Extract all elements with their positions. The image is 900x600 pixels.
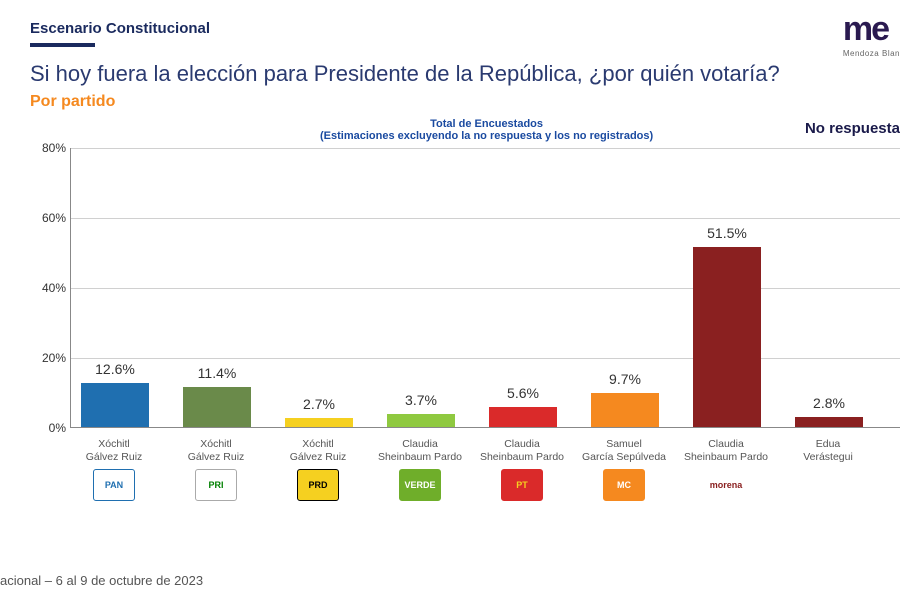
grid-line: [71, 218, 900, 219]
bar: 3.7%: [387, 414, 455, 427]
bar-value-label: 11.4%: [183, 365, 251, 381]
survey-note-line1: Total de Encuestados: [320, 118, 653, 130]
party-logo: VERDE: [399, 469, 441, 501]
candidate-label: ClaudiaSheinbaum PardoVERDE: [369, 438, 471, 501]
y-tick-label: 0%: [31, 421, 66, 435]
party-logo: PRD: [297, 469, 339, 501]
bar: 2.8%: [795, 417, 863, 427]
party-logo: morena: [705, 469, 747, 501]
brand-logo: me Mendoza Blan: [843, 10, 900, 58]
survey-note: Total de Encuestados (Estimaciones exclu…: [320, 118, 653, 142]
y-tick-label: 60%: [31, 211, 66, 225]
candidate-label: ClaudiaSheinbaum Pardomorena: [675, 438, 777, 501]
bar: 2.7%: [285, 418, 353, 427]
party-logo: MC: [603, 469, 645, 501]
candidate-label: XóchitlGálvez RuizPRI: [165, 438, 267, 501]
context-label: Escenario Constitucional: [30, 20, 900, 37]
party-logo: PAN: [93, 469, 135, 501]
bar: 11.4%: [183, 387, 251, 427]
survey-note-line2: (Estimaciones excluyendo la no respuesta…: [320, 130, 653, 142]
context-underline: [30, 43, 95, 47]
y-tick-label: 80%: [31, 141, 66, 155]
survey-subtitle: Por partido: [30, 93, 900, 111]
brand-logo-main: me: [843, 10, 900, 49]
bar-value-label: 2.8%: [795, 395, 863, 411]
party-logo: PRI: [195, 469, 237, 501]
bar-value-label: 2.7%: [285, 396, 353, 412]
candidate-label: ClaudiaSheinbaum PardoPT: [471, 438, 573, 501]
right-note: No respuesta: [805, 120, 900, 137]
grid-line: [71, 358, 900, 359]
candidate-label: XóchitlGálvez RuizPAN: [63, 438, 165, 501]
y-tick-label: 20%: [31, 351, 66, 365]
bar-chart: 0%20%40%60%80%12.6%11.4%2.7%3.7%5.6%9.7%…: [30, 148, 900, 458]
bar-value-label: 3.7%: [387, 392, 455, 408]
grid-line: [71, 148, 900, 149]
candidate-label: EduaVerástegui: [777, 438, 879, 501]
bar: 5.6%: [489, 407, 557, 427]
candidate-label: SamuelGarcía SepúlvedaMC: [573, 438, 675, 501]
bar-value-label: 5.6%: [489, 385, 557, 401]
candidate-label: XóchitlGálvez RuizPRD: [267, 438, 369, 501]
survey-question: Si hoy fuera la elección para Presidente…: [30, 61, 900, 87]
bar-value-label: 9.7%: [591, 371, 659, 387]
party-logo: PT: [501, 469, 543, 501]
footer-note: acional – 6 al 9 de octubre de 2023: [0, 573, 203, 588]
bar: 12.6%: [81, 383, 149, 427]
bar-value-label: 12.6%: [81, 361, 149, 377]
plot-area: 0%20%40%60%80%12.6%11.4%2.7%3.7%5.6%9.7%…: [70, 148, 900, 428]
grid-line: [71, 288, 900, 289]
header-area: Escenario Constitucional Si hoy fuera la…: [0, 0, 900, 111]
party-logo: [807, 469, 849, 501]
bar-value-label: 51.5%: [693, 225, 761, 241]
brand-logo-sub: Mendoza Blan: [843, 49, 900, 58]
bar: 9.7%: [591, 393, 659, 427]
bar: 51.5%: [693, 247, 761, 427]
y-tick-label: 40%: [31, 281, 66, 295]
